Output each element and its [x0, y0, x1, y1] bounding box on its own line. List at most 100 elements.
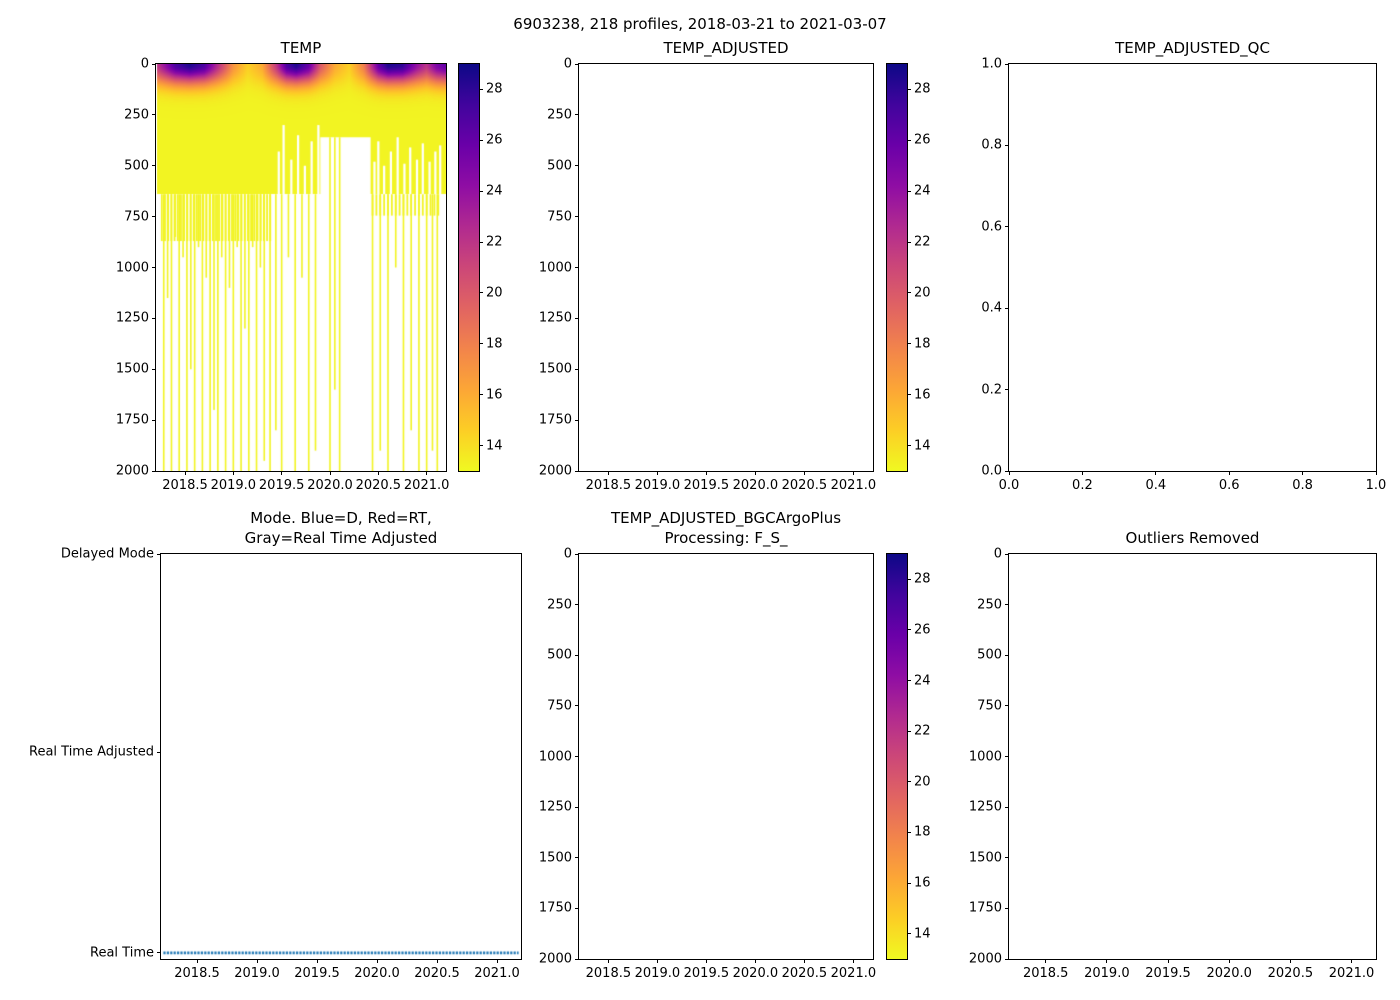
- colorbar-tick-label: 22: [914, 234, 931, 250]
- x-tick-label: 2018.5: [174, 966, 220, 981]
- x-tick-label: 2021.0: [1328, 966, 1375, 981]
- y-tick-label: 1250: [968, 799, 1002, 815]
- y-tick-label: 500: [547, 647, 572, 663]
- y-tick-mark: [1005, 144, 1009, 146]
- y-tick-mark: [575, 907, 579, 909]
- colorbar-tick-mark: [907, 831, 911, 833]
- y-tick-mark: [575, 114, 579, 116]
- y-tick-mark: [575, 419, 579, 421]
- y-tick-label: 1000: [968, 749, 1002, 764]
- x-tick-label: 2020.5: [781, 966, 828, 981]
- y-tick-mark: [1005, 389, 1009, 391]
- y-tick-mark: [575, 958, 579, 960]
- y-tick-label: 2000: [538, 951, 572, 967]
- colorbar-tick-mark: [479, 394, 483, 396]
- x-tick-label: 2018.5: [585, 478, 632, 493]
- panel-temp-adjusted: TEMP_ADJUSTED 2018.5 2019.0 2019.5 2020.0 20…: [539, 39, 876, 494]
- panel-mode: Mode. Blue=D, Red=RT, Gray=Real Time Adj…: [29, 509, 522, 981]
- y-tick-mark: [152, 63, 156, 65]
- x-tick-label: 2021.0: [403, 478, 450, 493]
- colorbar-tick-label: 28: [914, 571, 931, 587]
- colorbar-tick-mark: [907, 781, 911, 783]
- x-tick-label: 1.0: [1365, 478, 1387, 493]
- x-tick-label: 2020.5: [1267, 966, 1314, 981]
- y-tick-label: 250: [124, 107, 149, 123]
- colorbar-tick-label: 26: [914, 132, 931, 148]
- x-tick-mark: [1167, 959, 1169, 963]
- x-tick-label: 2021.0: [830, 478, 877, 493]
- y-tick-label: 1750: [115, 412, 149, 428]
- y-tick-label: 2000: [538, 463, 572, 479]
- x-tick-label: 2020.5: [414, 966, 460, 981]
- colorbar-tick-label: 18: [486, 336, 503, 352]
- y-tick-mark: [575, 604, 579, 606]
- y-tick-mark: [152, 368, 156, 370]
- x-tick-mark: [496, 959, 498, 963]
- colorbar-tick-label: 14: [914, 926, 931, 942]
- colorbar-tick-label: 16: [486, 387, 503, 403]
- colorbar-tick-label: 18: [914, 824, 931, 840]
- x-tick-mark: [256, 959, 258, 963]
- y-tick-label: 750: [547, 209, 572, 225]
- x-tick-label: 2020.0: [732, 966, 779, 981]
- x-tick-mark: [1302, 471, 1304, 475]
- x-tick-mark: [803, 959, 805, 963]
- y-tick-label: 250: [547, 107, 572, 123]
- y-tick-mark: [152, 216, 156, 218]
- colorbar-tick-mark: [907, 578, 911, 580]
- x-tick-mark: [1375, 471, 1377, 475]
- x-tick-label: 2019.5: [1145, 966, 1191, 981]
- colorbar-tick-label: 26: [914, 622, 931, 638]
- colorbar-tick-mark: [907, 933, 911, 935]
- y-tick-label: 2000: [115, 463, 149, 479]
- y-tick-mark: [157, 553, 161, 555]
- colorbar-tick-mark: [907, 882, 911, 884]
- colorbar-tick-mark: [907, 394, 911, 396]
- x-tick-mark: [852, 471, 854, 475]
- colorbar-tick-mark: [479, 343, 483, 345]
- y-tick-label: 1750: [538, 900, 572, 916]
- colorbar-tick-mark: [907, 680, 911, 682]
- x-tick-mark: [1045, 959, 1047, 963]
- x-tick-mark: [1008, 471, 1010, 475]
- temp-heatmap-canvas: [156, 64, 446, 471]
- y-tick-mark: [1005, 705, 1009, 707]
- x-tick-mark: [607, 471, 609, 475]
- y-tick-mark: [152, 470, 156, 472]
- panel-mode-title: Mode. Blue=D, Red=RT, Gray=Real Time Adj…: [244, 509, 438, 547]
- y-tick-label: 0.2: [981, 382, 1002, 398]
- y-tick-label: 1500: [538, 361, 572, 377]
- x-tick-mark: [377, 471, 379, 475]
- colorbar-tick-mark: [907, 730, 911, 732]
- colorbar-tick-label: 22: [486, 234, 503, 250]
- panel-outliers-title: Outliers Removed: [1125, 528, 1260, 547]
- y-tick-mark: [575, 216, 579, 218]
- y-tick-mark: [575, 470, 579, 472]
- x-tick-label: 2019.5: [294, 966, 340, 981]
- y-tick-label: 0: [563, 546, 572, 562]
- y-tick-mark: [1005, 226, 1009, 228]
- x-tick-mark: [376, 959, 378, 963]
- y-tick-label: 1750: [538, 412, 572, 428]
- colorbar-tick-label: 20: [914, 285, 931, 301]
- x-tick-mark: [656, 471, 658, 475]
- y-tick-label: 1250: [538, 310, 572, 326]
- y-tick-mark: [1005, 907, 1009, 909]
- x-tick-mark: [754, 471, 756, 475]
- x-tick-mark: [754, 959, 756, 963]
- colorbar-tick-label: 28: [914, 81, 931, 97]
- x-tick-label: 2020.0: [354, 966, 400, 981]
- y-tick-label: 750: [547, 698, 572, 714]
- x-tick-mark: [232, 471, 234, 475]
- x-tick-mark: [656, 959, 658, 963]
- y-tick-mark: [575, 165, 579, 167]
- y-tick-label: 750: [977, 698, 1002, 714]
- y-tick-mark: [1005, 470, 1009, 472]
- x-tick-mark: [607, 959, 609, 963]
- x-tick-label: 2021.0: [830, 966, 877, 981]
- y-tick-label: 1.0: [981, 56, 1002, 72]
- colorbar-tick-label: 28: [486, 81, 503, 97]
- y-category-label: Real Time: [90, 945, 154, 961]
- colorbar-tick-mark: [479, 445, 483, 447]
